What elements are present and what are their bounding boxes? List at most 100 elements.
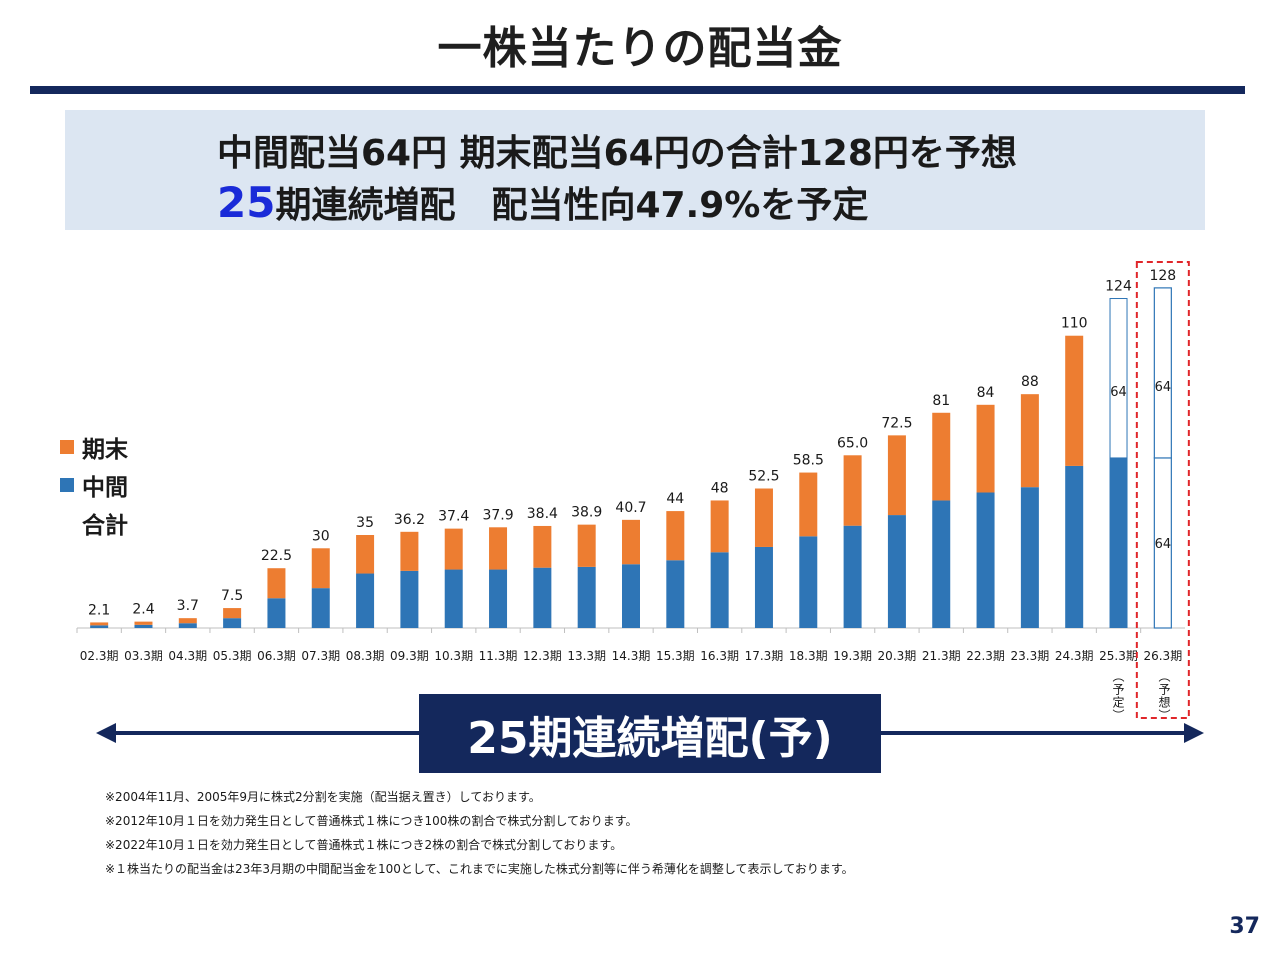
x-tick-label: 14.3期 <box>612 649 651 663</box>
total-data-label: 110 <box>1061 316 1088 332</box>
total-data-label: 35 <box>356 515 374 531</box>
total-data-label: 2.4 <box>132 602 154 618</box>
bar-interim <box>666 560 685 628</box>
segment-label-final: 64 <box>1110 385 1127 400</box>
bar-interim <box>356 573 375 628</box>
footnote: ※2004年11月、2005年9月に株式2分割を実施（配当据え置き）しております… <box>105 790 541 804</box>
summary-box: 中間配当64円 期末配当64円の合計128円を予想 25期連続増配 配当性向47… <box>65 110 1205 230</box>
bar-final <box>1065 335 1084 466</box>
summary-highlight: 25 <box>217 178 276 227</box>
footnote: ※１株当たりの配当金は23年3月期の中間配当金を100として、これまでに実施した… <box>105 862 854 876</box>
total-data-label: 58.5 <box>793 453 824 469</box>
bar-final <box>267 568 286 599</box>
x-tick-label: 12.3期 <box>523 649 562 663</box>
bar-interim <box>577 566 596 628</box>
x-tick-label: 22.3期 <box>966 649 1005 663</box>
x-tick-label: 07.3期 <box>301 649 340 663</box>
summary-line-2-text: 期連続増配 配当性向47.9%を予定 <box>275 185 869 226</box>
x-tick-label: 09.3期 <box>390 649 429 663</box>
bar-final <box>754 488 773 547</box>
bar-interim <box>932 500 951 628</box>
forecast-highlight-box <box>1135 261 1190 719</box>
legend-label-final: 期末 <box>82 437 128 463</box>
total-data-label: 7.5 <box>221 588 243 604</box>
bar-final <box>577 524 596 567</box>
total-data-label: 88 <box>1021 374 1039 390</box>
bar-interim <box>489 569 508 628</box>
bar-final <box>90 622 109 626</box>
bar-interim <box>178 623 197 628</box>
legend-item-interim: 中間 <box>60 466 128 504</box>
bar-interim <box>622 564 640 628</box>
bar-final <box>843 455 862 526</box>
bar-final <box>489 527 508 570</box>
x-tick-label: 03.3期 <box>124 649 163 663</box>
segment-label-interim: 64 <box>1155 537 1172 552</box>
title-divider <box>30 86 1245 94</box>
x-tick-label: 26.3期 <box>1143 649 1182 663</box>
bar-interim <box>1020 487 1039 628</box>
legend-item-final: 期末 <box>60 428 128 466</box>
segment-label-final: 64 <box>1155 380 1172 395</box>
x-tick-label: 17.3期 <box>745 649 784 663</box>
x-tick-label: 05.3期 <box>213 649 252 663</box>
total-data-label: 36.2 <box>394 512 425 528</box>
legend-label-interim: 中間 <box>82 475 128 501</box>
x-tick-label: 10.3期 <box>434 649 473 663</box>
total-data-label: 128 <box>1149 268 1176 284</box>
x-tick-label: 02.3期 <box>80 649 119 663</box>
x-tick-label: 04.3期 <box>168 649 207 663</box>
page-title: 一株当たりの配当金 <box>437 23 843 74</box>
bar-final <box>311 548 330 589</box>
total-data-label: 48 <box>711 480 729 496</box>
x-tick-label: 11.3期 <box>479 649 518 663</box>
bar-final <box>976 404 995 493</box>
summary-line-1: 中間配当64円 期末配当64円の合計128円を予想 <box>217 133 1017 174</box>
total-data-label: 44 <box>666 491 684 507</box>
page-number: 37 <box>1229 914 1260 939</box>
x-tick-label: 16.3期 <box>700 649 739 663</box>
bar-final <box>178 618 197 624</box>
bar-final <box>710 500 729 553</box>
x-tick-label: 24.3期 <box>1055 649 1094 663</box>
bar-interim <box>1109 457 1128 628</box>
total-data-label: 124 <box>1105 279 1132 295</box>
bar-interim <box>400 570 419 628</box>
total-data-label: 52.5 <box>748 469 779 485</box>
total-data-label: 37.9 <box>482 507 513 523</box>
bar-final-forecast <box>1153 287 1172 459</box>
legend-swatch-interim <box>60 478 74 492</box>
total-data-label: 38.4 <box>527 506 558 522</box>
bar-interim <box>754 546 773 628</box>
legend-swatch-final <box>60 440 74 454</box>
total-data-label: 65.0 <box>837 435 868 451</box>
x-tick-label: 18.3期 <box>789 649 828 663</box>
forecast-note-26: （予想） <box>1157 670 1171 722</box>
bar-interim <box>976 492 995 628</box>
x-tick-label: 20.3期 <box>878 649 917 663</box>
bar-final <box>444 528 463 570</box>
x-tick-label: 08.3期 <box>346 649 385 663</box>
bar-final <box>622 519 640 565</box>
total-data-label: 38.9 <box>571 505 602 521</box>
total-data-label: 84 <box>977 385 995 401</box>
total-data-label: 37.4 <box>438 509 469 525</box>
bar-interim <box>267 598 286 628</box>
bar-final <box>533 525 552 568</box>
bar-final <box>134 621 153 625</box>
legend-item-total: 合計 <box>60 504 128 542</box>
bar-final <box>223 608 242 619</box>
bar-interim <box>223 618 242 628</box>
x-tick-label: 06.3期 <box>257 649 296 663</box>
x-tick-label: 25.3期 <box>1099 649 1138 663</box>
bar-interim <box>799 536 818 628</box>
x-tick-label: 15.3期 <box>656 649 695 663</box>
bar-final <box>1020 394 1039 488</box>
bar-final <box>666 511 685 561</box>
bar-interim <box>887 515 906 628</box>
x-tick-label: 23.3期 <box>1011 649 1050 663</box>
x-tick-label: 19.3期 <box>833 649 872 663</box>
streak-banner: 25期連続増配(予) <box>419 694 881 773</box>
x-tick-label: 21.3期 <box>922 649 961 663</box>
